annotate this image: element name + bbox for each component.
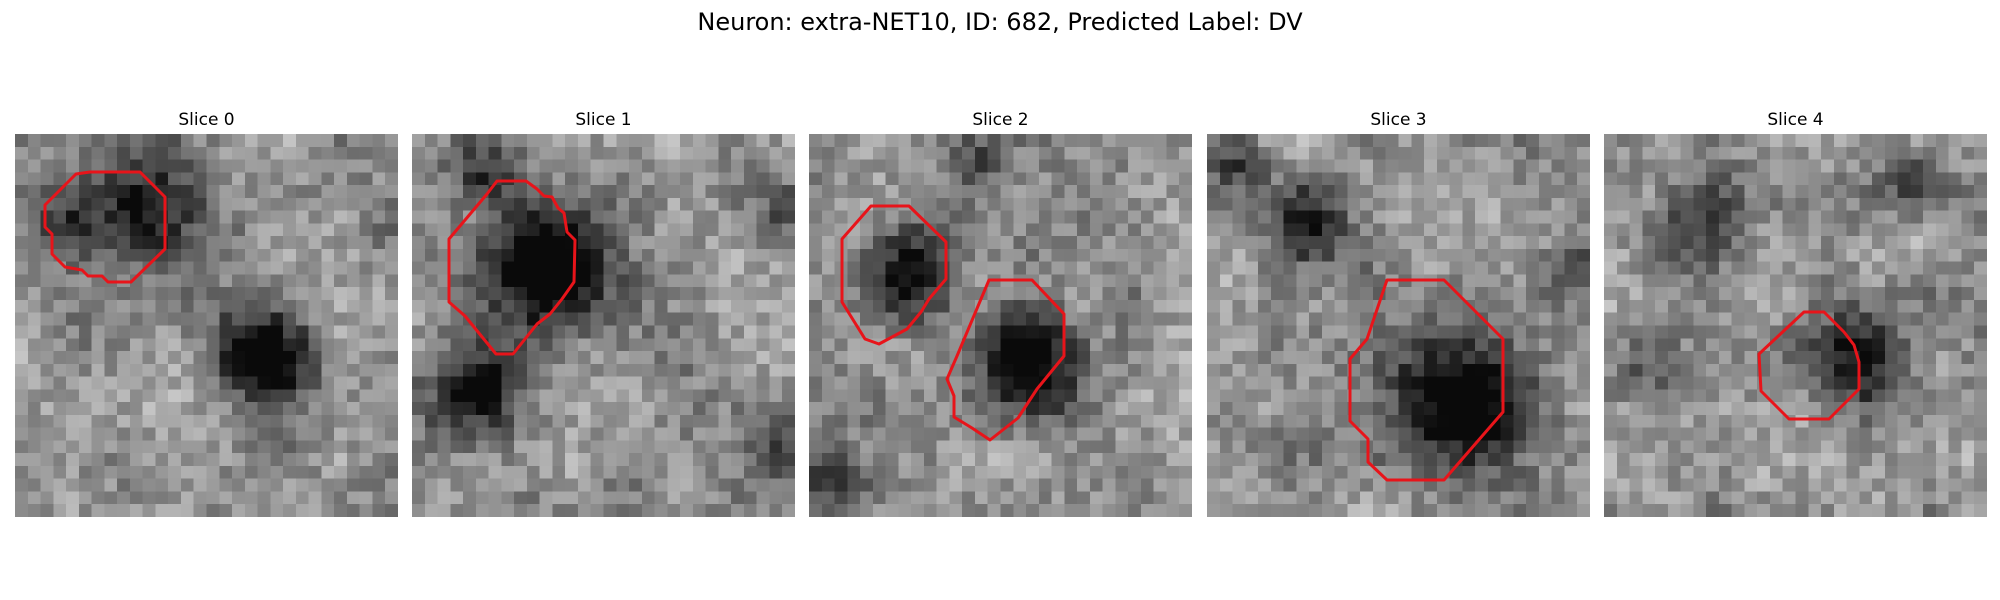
slice-title: Slice 2 — [972, 110, 1029, 130]
roi-overlay — [1757, 310, 1861, 421]
roi-outline — [447, 179, 577, 356]
slice-title: Slice 3 — [1370, 110, 1427, 130]
roi-overlay — [43, 170, 167, 284]
roi-outline — [1757, 310, 1861, 421]
roi-overlay — [447, 179, 577, 356]
slice-image — [809, 134, 1192, 517]
slice-image — [1207, 134, 1590, 517]
slice-image — [412, 134, 795, 517]
slice-image — [15, 134, 398, 517]
roi-outline — [43, 170, 167, 284]
roi-outline — [840, 204, 948, 346]
roi-overlay — [840, 204, 1066, 442]
slice-title: Slice 0 — [178, 110, 235, 130]
slice-title: Slice 1 — [575, 110, 632, 130]
roi-overlay — [1348, 278, 1505, 482]
roi-outline — [1348, 278, 1505, 482]
slice-image — [1604, 134, 1987, 517]
roi-outline — [945, 278, 1066, 442]
slice-title: Slice 4 — [1767, 110, 1824, 130]
figure-title: Neuron: extra-NET10, ID: 682, Predicted … — [697, 8, 1303, 36]
